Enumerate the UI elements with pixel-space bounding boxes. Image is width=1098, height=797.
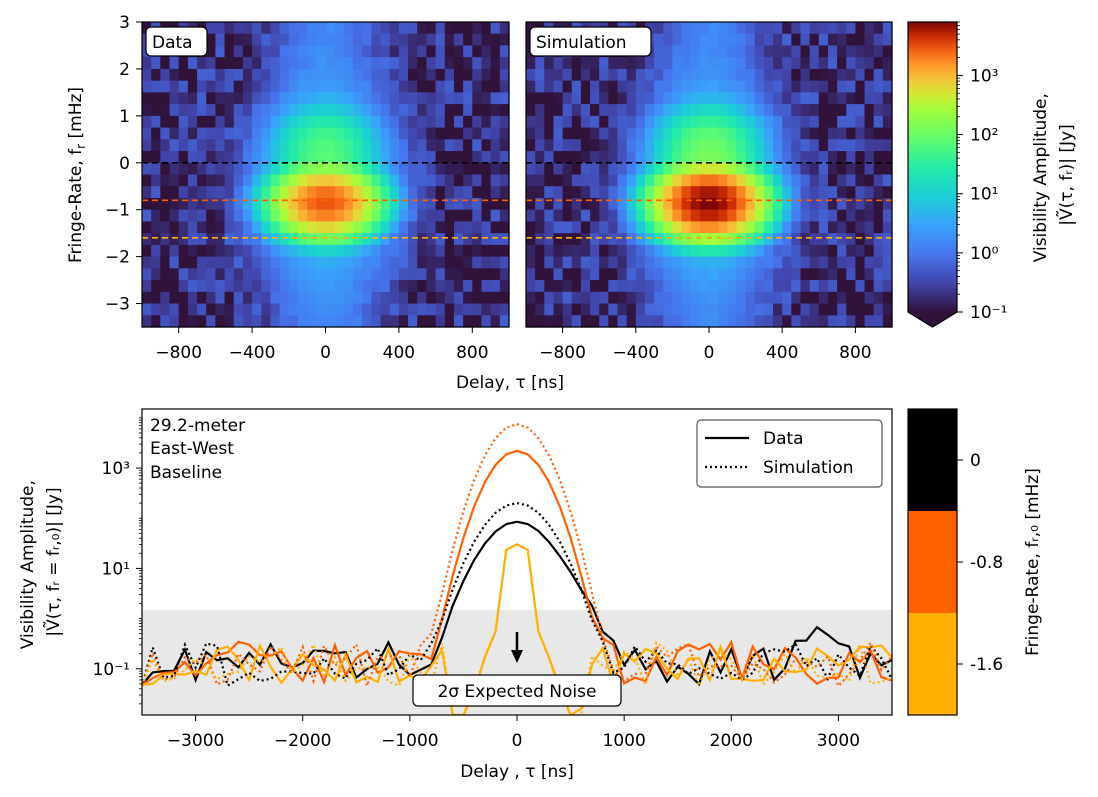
bottom-ytick-label: 10⁻¹ [93,660,130,680]
data-panel-label: Data [145,26,208,57]
heatmap-ytick-label: −3 [105,295,130,315]
top-ylabel: Fringe-Rate, fr [mHz] [66,87,88,263]
amplitude-colorbar-tick: 10² [970,126,998,146]
heatmap-axes: −800 −400 0 400 800 −3 −2 −1 0 1 2 3 −800 −400 0 400 800 [105,13,872,363]
heatmap-xtick-label: −400 [612,343,659,363]
top-xlabel: Delay, τ [ns] [456,373,564,393]
fringe-tick-1.6: -1.6 [970,655,1003,675]
baseline-annotation: 29.2-meter East-West Baseline [150,416,245,483]
heatmap-ytick-label: −2 [105,248,130,268]
legend-simulation-label: Simulation [763,458,854,478]
heatmap-xtick-label: 800 [456,343,488,363]
amplitude-colorbar-label: Visibility Amplitude, |Ṽ(τ, fᵣ)| [Jy] [1031,88,1077,263]
fringe-swatch-0 [908,409,957,511]
noise-annotation: 2σ Expected Noise [412,632,622,707]
bottom-xtick-label: −2000 [274,731,332,751]
simulation-panel-label: Simulation [529,26,652,57]
heatmap-ytick-label: 0 [119,154,130,174]
fringe-tick-0: 0 [970,451,981,471]
legend-data-label: Data [763,429,804,449]
svg-text:Simulation: Simulation [536,33,627,53]
fringe-tick-0.8: -0.8 [970,553,1003,573]
svg-text:East-West: East-West [150,439,234,459]
amplitude-colorbar-tick: 10⁻¹ [970,303,1007,323]
simulation-heatmap [526,22,893,328]
fringe-swatch-0.8 [908,511,957,613]
bottom-xlabel: Delay , τ [ns] [460,762,574,782]
heatmap-ytick-label: 3 [119,13,130,33]
bottom-xtick-label: 2000 [710,731,753,751]
fringe-colorbar-label: Fringe-Rate, fᵣ,₀ [mHz] [1023,468,1043,656]
heatmap-xtick-label: −400 [229,343,276,363]
fringe-swatch-1.6 [908,613,957,715]
series-sim-0 [142,501,892,688]
bottom-xtick-label: 1000 [603,731,646,751]
heatmap-xtick-label: −800 [539,343,586,363]
series-sim-0.8 [142,422,892,690]
heatmap-ytick-label: 1 [119,107,130,127]
bottom-xtick-label: 3000 [817,731,860,751]
bottom-ytick-label: 10¹ [102,559,130,579]
series-sim-1.6 [142,543,892,715]
amplitude-colorbar-tick: 10⁰ [970,244,999,264]
fringe-rate-colorbar: 0 -0.8 -1.6 [907,408,1003,716]
series-data-0.8 [142,449,892,686]
amplitude-colorbar: 10⁻¹ 10⁰ 10¹ 10² 10³ [907,21,1007,328]
svg-text:Data: Data [152,33,193,53]
heatmap-xtick-label: 400 [766,343,798,363]
heatmap-xtick-label: −800 [155,343,202,363]
series-data-0 [142,520,892,687]
heatmap-xtick-label: 800 [839,343,871,363]
svg-text:Baseline: Baseline [150,463,222,483]
amplitude-colorbar-tick: 10¹ [970,185,998,205]
heatmap-ytick-label: 2 [119,60,130,80]
data-heatmap [142,22,510,328]
svg-text:2σ Expected Noise: 2σ Expected Noise [438,682,597,702]
heatmap-xtick-label: 0 [704,343,715,363]
bottom-xtick-label: 0 [512,731,523,751]
heatmap-ytick-label: −1 [105,201,130,221]
heatmap-xtick-label: 400 [383,343,415,363]
amplitude-colorbar-tick: 10³ [970,66,998,86]
bottom-xtick-label: −3000 [167,731,225,751]
svg-text:29.2-meter: 29.2-meter [150,416,245,436]
bottom-xtick-label: −1000 [381,731,439,751]
legend: Data Simulation [696,419,883,488]
bottom-ylabel: Visibility Amplitude, |Ṽ(τ, fᵣ = fᵣ,₀)| … [18,475,64,650]
bottom-ytick-label: 10³ [102,459,130,479]
heatmap-xtick-label: 0 [320,343,331,363]
